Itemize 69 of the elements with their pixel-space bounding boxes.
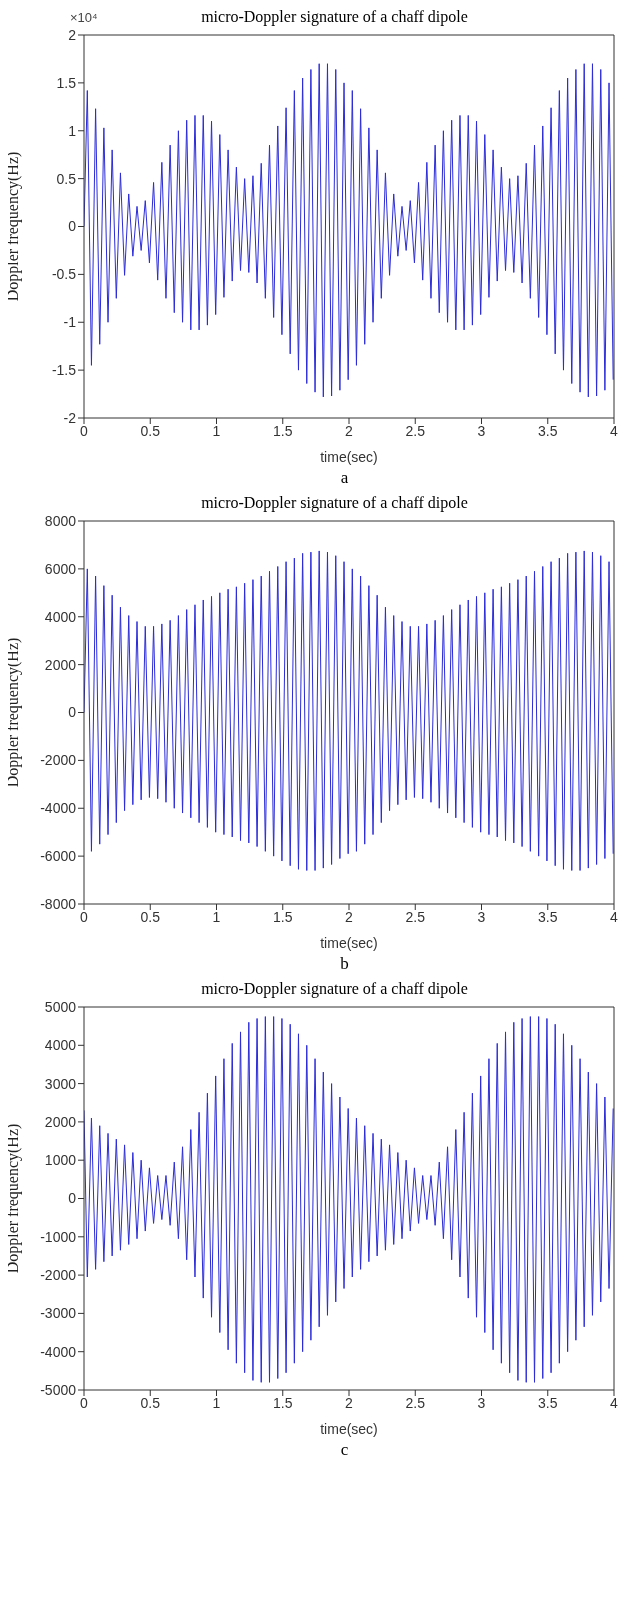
text: c (339, 1440, 350, 1461)
text: b (339, 954, 350, 975)
x-tick-label: 3.5 (538, 908, 558, 925)
x-tick-label: 2 (345, 422, 354, 439)
x-tick-label: 3 (477, 908, 486, 925)
x-tick-label: 1 (212, 422, 221, 439)
x-tick-label: 3.5 (538, 1394, 558, 1411)
x-tick-label: 0 (80, 908, 89, 925)
x-tick-label: 2 (345, 1394, 354, 1411)
x-axis-title: time(sec) (320, 449, 378, 465)
y-tick-label: -1000 (40, 1228, 77, 1245)
y-tick-label: 1000 (44, 1152, 77, 1169)
chart-title: micro-Doppler signature of a chaff dipole (201, 8, 468, 25)
y-tick-label: 0 (68, 704, 77, 721)
y-tick-label: 3000 (44, 1075, 77, 1092)
x-tick-label: 2.5 (405, 422, 426, 439)
x-tick-label: 2.5 (405, 1394, 426, 1411)
x-tick-label: 0 (80, 1394, 89, 1411)
x-tick-label: 3.5 (538, 422, 558, 439)
text: ×10⁴ (70, 10, 98, 25)
y-tick-label: -1.5 (51, 362, 77, 379)
y-tick-label: -5000 (40, 1381, 77, 1398)
y-tick-label: 4000 (44, 608, 77, 625)
line-series (84, 550, 614, 871)
x-tick-label: 2 (345, 908, 354, 925)
y-tick-label: -4000 (40, 800, 77, 817)
x-tick-label: 1 (212, 1394, 221, 1411)
x-axis-title: time(sec) (320, 1421, 378, 1437)
x-tick-label: 4 (610, 422, 619, 439)
y-tick-label: 0.5 (56, 170, 77, 187)
chart-title: micro-Doppler signature of a chaff dipole (200, 980, 469, 1000)
x-tick-label: 0 (80, 422, 89, 439)
x-tick-label: 2.5 (405, 908, 426, 925)
y-tick-label: 1 (68, 122, 77, 139)
line-series (84, 1016, 614, 1383)
y-tick-label: -6000 (40, 848, 77, 865)
y-tick-label: -3000 (40, 1305, 77, 1322)
text: a (339, 468, 350, 489)
y-tick-label: -0.5 (51, 266, 77, 283)
x-tick-label: 1.5 (273, 1394, 293, 1411)
x-tick-label: 3 (477, 422, 486, 439)
y-tick-label: 6000 (44, 560, 77, 577)
x-tick-label: 1 (212, 908, 221, 925)
y-tick-label: -8000 (40, 895, 77, 912)
y-tick-label: 4000 (44, 1037, 77, 1054)
x-tick-label: 3 (477, 1394, 486, 1411)
y-tick-label: 0 (68, 218, 77, 235)
y-tick-label: 1.5 (56, 74, 77, 91)
y-tick-label: -1 (63, 314, 77, 331)
x-tick-label: 1.5 (273, 422, 293, 439)
y-tick-label: -2 (63, 409, 77, 426)
x-tick-label: 4 (610, 908, 619, 925)
y-tick-label: 2 (68, 26, 77, 43)
line-series (84, 63, 614, 398)
y-tick-label: 0 (68, 1190, 77, 1207)
x-tick-label: 0.5 (140, 422, 161, 439)
x-tick-label: 1.5 (273, 908, 293, 925)
x-tick-label: 4 (610, 1394, 619, 1411)
y-tick-label: 5000 (44, 998, 77, 1015)
y-tick-label: -2000 (40, 752, 77, 769)
y-tick-label: -2000 (40, 1267, 77, 1284)
y-tick-label: 8000 (44, 512, 77, 529)
x-tick-label: 0.5 (140, 1394, 161, 1411)
x-axis-title: time(sec) (320, 935, 378, 951)
y-tick-label: 2000 (44, 1113, 77, 1130)
x-tick-label: 0.5 (140, 908, 161, 925)
chart-title: micro-Doppler signature of a chaff dipole (200, 494, 469, 514)
y-tick-label: -4000 (40, 1343, 77, 1360)
y-tick-label: 2000 (44, 656, 77, 673)
